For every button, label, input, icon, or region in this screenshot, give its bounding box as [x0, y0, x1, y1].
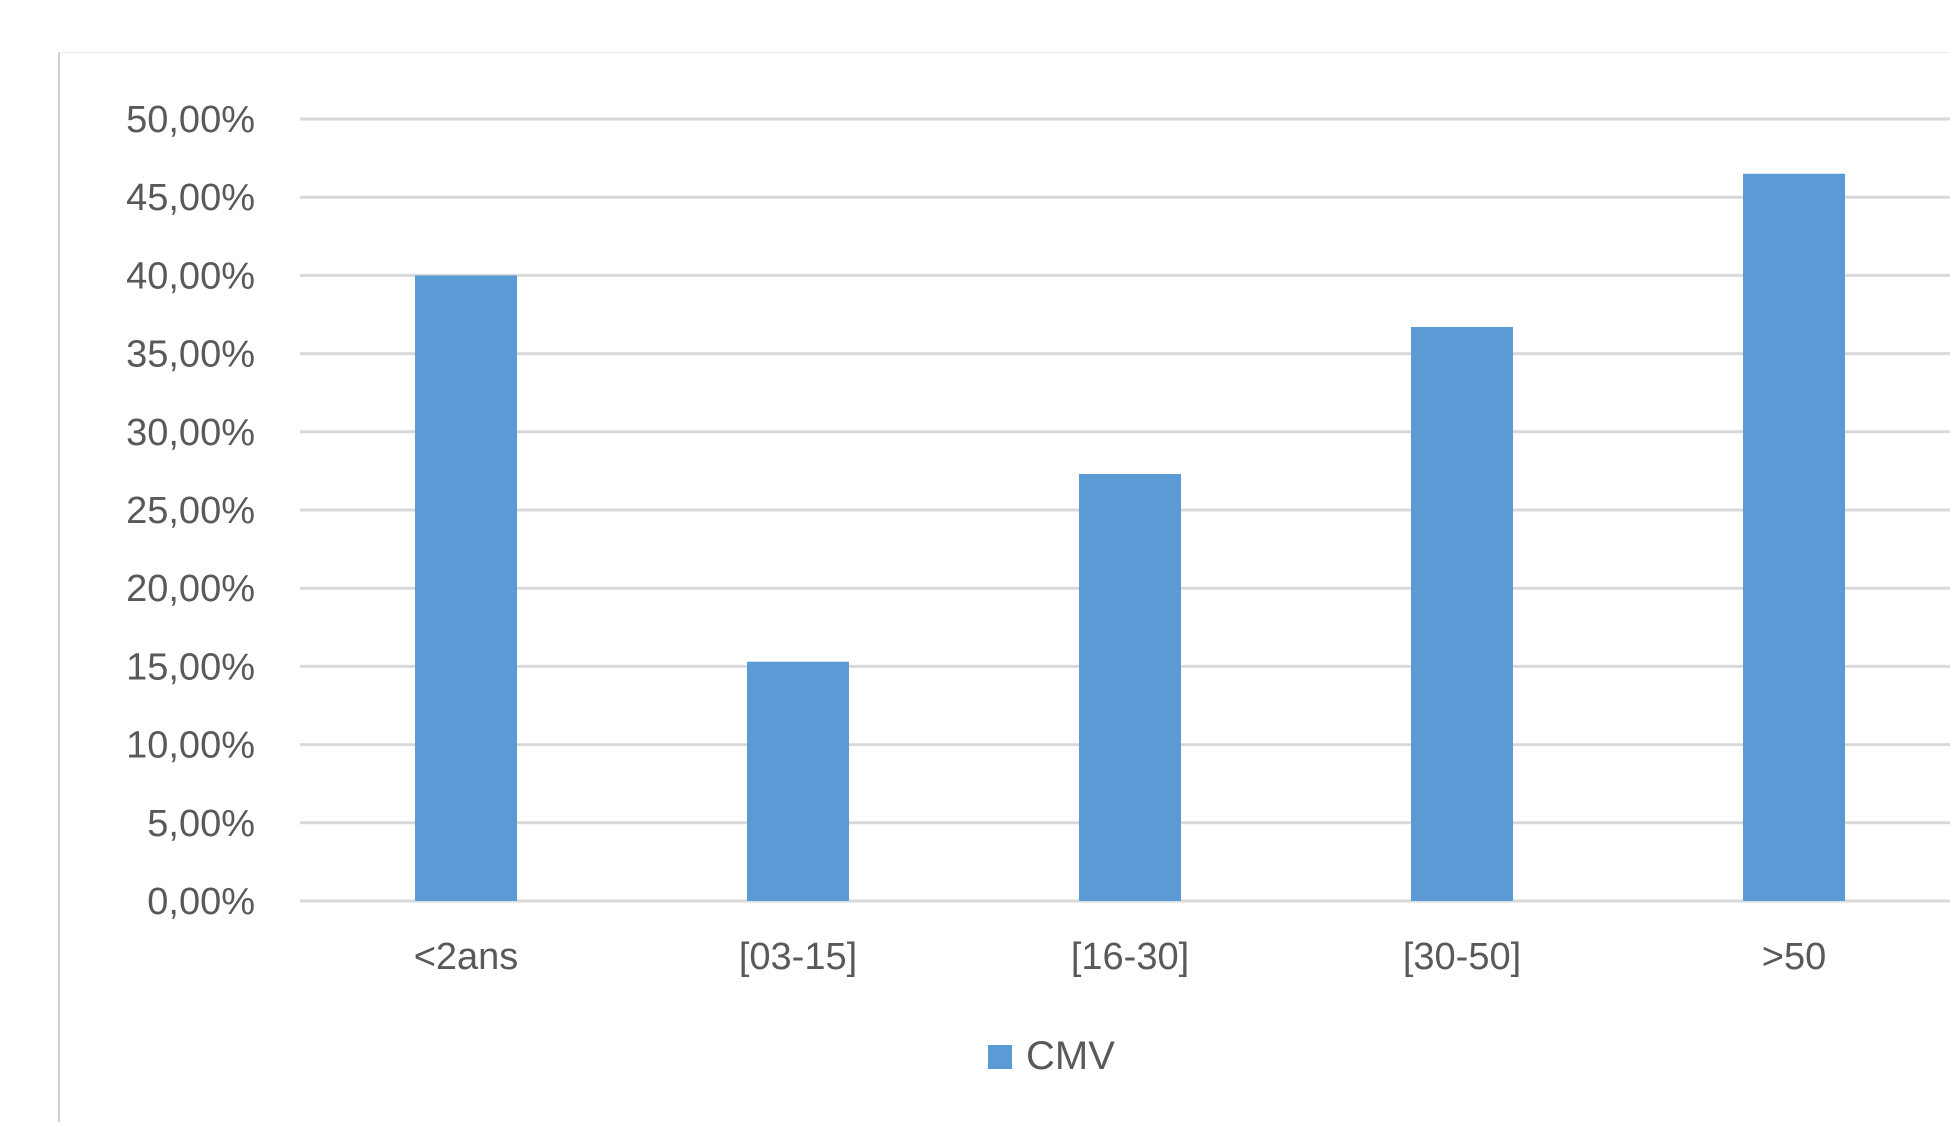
y-tick-label: 10,00% — [126, 725, 255, 767]
bar — [1411, 327, 1513, 902]
bars — [415, 173, 1845, 902]
y-tick-label: 15,00% — [126, 646, 255, 688]
y-tick-label: 45,00% — [126, 177, 255, 219]
y-tick-label: 25,00% — [126, 490, 255, 532]
x-category-label: [30-50] — [1403, 936, 1521, 978]
x-category-label: <2ans — [414, 936, 519, 978]
y-tick-label: 5,00% — [147, 803, 255, 845]
bar — [747, 661, 849, 901]
y-tick-label: 35,00% — [126, 334, 255, 376]
bar-chart: 0,00% 5,00% 10,00% 15,00% 20,00% 25,00% 30,00%… — [126, 99, 1950, 1078]
y-tick-label: 50,00% — [126, 99, 255, 141]
legend: CMV — [988, 1034, 1115, 1078]
x-axis-category-labels: <2ans [03-15] [16-30] [30-50] >50 — [414, 936, 1827, 978]
legend-label: CMV — [1026, 1034, 1115, 1078]
bar — [1743, 173, 1845, 901]
y-tick-label: 30,00% — [126, 412, 255, 454]
bar — [415, 275, 517, 901]
x-category-label: >50 — [1762, 936, 1826, 978]
chart-frame: 0,00% 5,00% 10,00% 15,00% 20,00% 25,00% 30,00%… — [58, 52, 1950, 1122]
x-category-label: [16-30] — [1071, 936, 1189, 978]
y-tick-label: 40,00% — [126, 255, 255, 297]
legend-swatch — [988, 1045, 1012, 1069]
y-tick-label: 20,00% — [126, 568, 255, 610]
y-axis-tick-labels: 0,00% 5,00% 10,00% 15,00% 20,00% 25,00% 30,00%… — [126, 99, 255, 923]
x-category-label: [03-15] — [739, 936, 857, 978]
y-tick-label: 0,00% — [147, 881, 255, 923]
bar — [1079, 474, 1181, 901]
